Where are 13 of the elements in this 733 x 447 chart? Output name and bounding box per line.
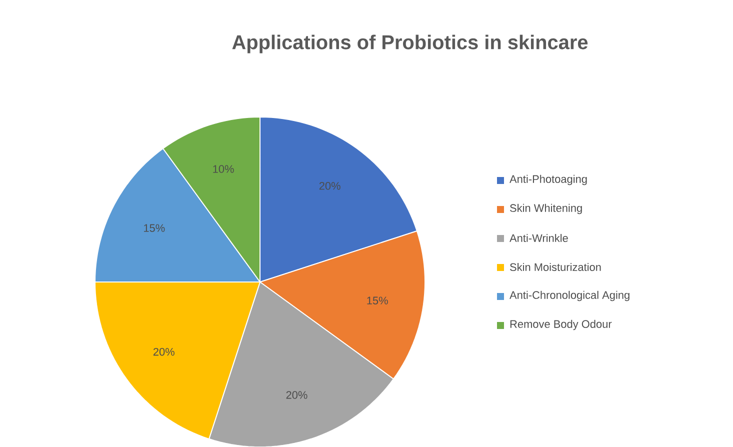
legend-label: Anti-Wrinkle xyxy=(510,234,568,242)
legend-label: Remove Body Odour xyxy=(510,320,612,330)
data-label: 10% xyxy=(213,165,234,173)
legend-label: Skin Whitening xyxy=(510,204,582,214)
data-label: 20% xyxy=(286,391,308,399)
data-label: 20% xyxy=(153,348,174,356)
data-label: 20% xyxy=(319,182,340,190)
legend-label: Anti-Photoaging xyxy=(510,174,587,186)
legend-label: Skin Moisturization xyxy=(510,262,601,272)
legend-label: Anti-Chronological Aging xyxy=(510,290,630,302)
data-label: 15% xyxy=(144,224,165,232)
chart-title: Applications of Probiotics in skincare xyxy=(232,34,588,54)
data-label: 15% xyxy=(367,296,388,304)
